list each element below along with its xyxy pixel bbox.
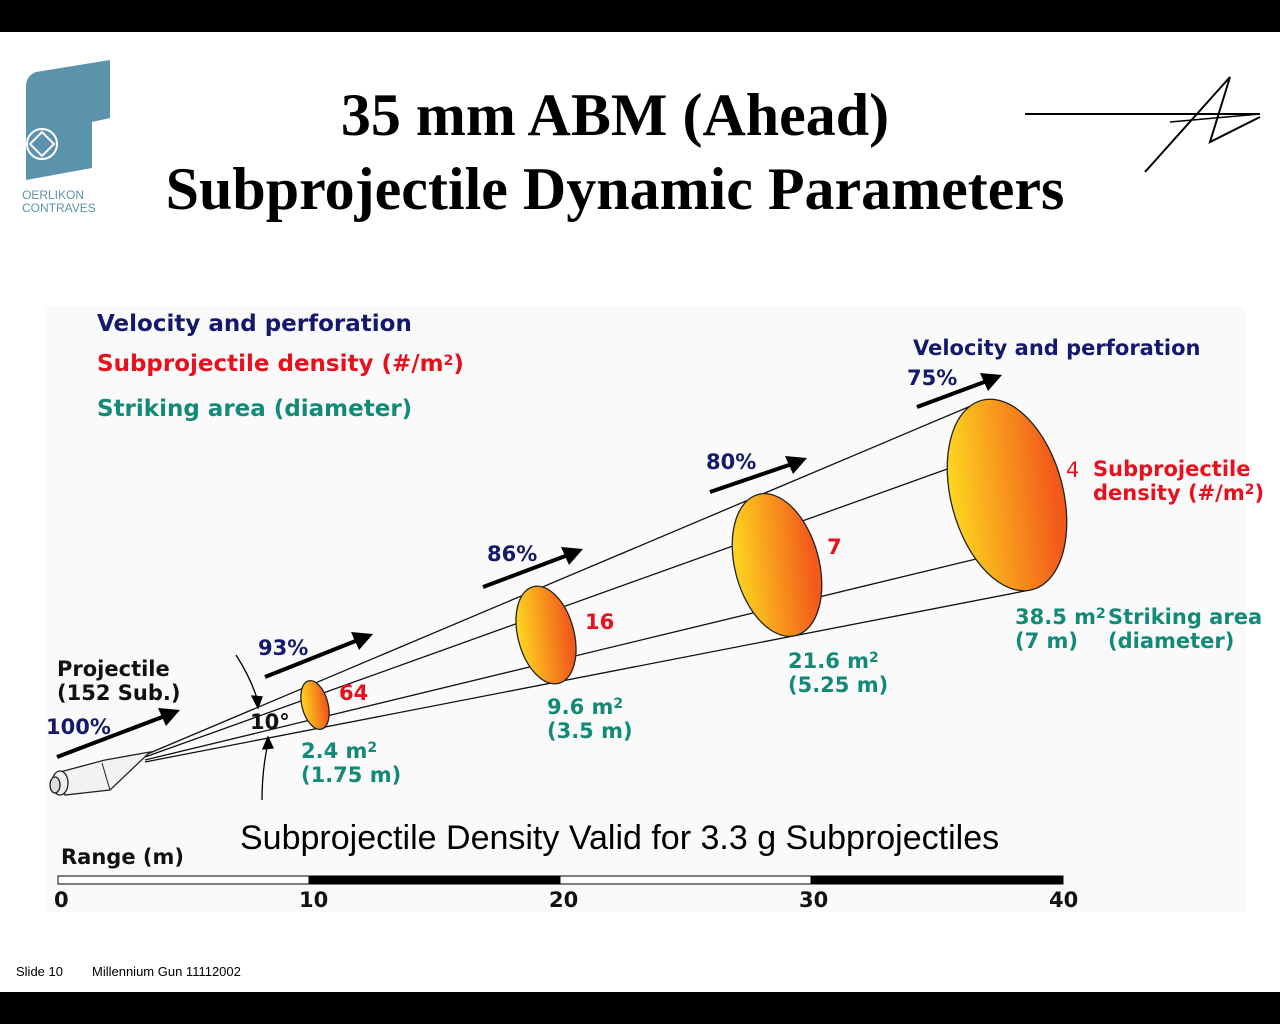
diameter-station-2: (3.5 m) xyxy=(547,719,633,743)
density-station-2: 16 xyxy=(585,610,615,634)
superscript: 2 xyxy=(1244,482,1255,498)
area-value: 38.5 m xyxy=(1015,605,1097,629)
velocity-station-2: 86% xyxy=(487,542,538,566)
velocity-station-1: 93% xyxy=(258,636,309,660)
area-value: 21.6 m xyxy=(788,649,870,673)
density-station-3: 7 xyxy=(827,535,842,559)
projectile-label: Projectile xyxy=(57,657,170,681)
legend-velocity: Velocity and perforation xyxy=(97,311,412,337)
diameter-station-4: (7 m) xyxy=(1015,629,1078,653)
range-label: Range (m) xyxy=(61,845,184,869)
area-value: 9.6 m xyxy=(547,695,614,719)
oerlikon-contraves-logo: OERLIKON CONTRAVES xyxy=(22,58,117,218)
area-station-4: 38.5 m2 xyxy=(1015,605,1106,629)
projectile-icon xyxy=(49,750,153,796)
superscript: 2 xyxy=(367,740,378,756)
range-tick-40: 40 xyxy=(1049,888,1079,912)
right-area-label: Striking area xyxy=(1108,605,1263,629)
projectile-sub-count: (152 Sub.) xyxy=(57,681,181,705)
diameter-station-1: (1.75 m) xyxy=(301,763,402,787)
density-station-1: 64 xyxy=(339,681,369,705)
top-black-bar xyxy=(0,0,1280,32)
range-tick-30: 30 xyxy=(799,888,829,912)
right-density-label-2: density (#/m2) xyxy=(1093,481,1264,505)
density-note: Subprojectile Density Valid for 3.3 g Su… xyxy=(240,819,1000,857)
signature-logo xyxy=(1025,76,1261,173)
bottom-black-bar xyxy=(0,992,1280,1024)
paren: ) xyxy=(1254,481,1265,505)
range-tick-10: 10 xyxy=(299,888,329,912)
angle-arrows xyxy=(235,654,274,801)
right-density-label: Subprojectile xyxy=(1093,457,1251,481)
paren: ) xyxy=(453,351,464,377)
right-velocity-label: Velocity and perforation xyxy=(913,336,1201,360)
area-value: 2.4 m xyxy=(301,739,368,763)
area-station-3: 21.6 m2 xyxy=(788,649,879,673)
superscript: 2 xyxy=(869,650,879,666)
legend-density-text: Subprojectile density (#/m xyxy=(97,351,444,377)
velocity-station-3: 80% xyxy=(706,450,757,474)
velocity-station-4: 75% xyxy=(907,366,958,390)
slide-number: Slide 10 xyxy=(16,964,63,979)
area-station-2: 9.6 m2 xyxy=(547,695,623,719)
area-station-1: 2.4 m2 xyxy=(301,739,377,763)
presentation-name: Millennium Gun 11112002 xyxy=(92,964,241,979)
range-tick-0: 0 xyxy=(54,888,69,912)
logo-text: CONTRAVES xyxy=(22,201,96,215)
striking-area-ellipse xyxy=(300,398,1068,731)
page-title-line2: Subprojectile Dynamic Parameters xyxy=(165,156,1065,222)
density-text: density (#/m xyxy=(1093,481,1245,505)
superscript: 2 xyxy=(443,353,454,369)
velocity-arrows xyxy=(56,373,1002,759)
cone-angle: 10° xyxy=(250,710,290,734)
right-area-label-2: (diameter) xyxy=(1108,629,1235,653)
legend-area: Striking area (diameter) xyxy=(97,396,413,422)
superscript: 2 xyxy=(613,696,624,712)
range-scale-bar xyxy=(57,875,1064,885)
velocity-initial: 100% xyxy=(46,715,111,739)
legend-density: Subprojectile density (#/m2) xyxy=(97,352,464,376)
logo-text: OERLIKON xyxy=(22,188,85,202)
diagram-panel xyxy=(45,306,1245,912)
superscript: 2 xyxy=(1096,606,1106,622)
page-title-line1: 35 mm ABM (Ahead) xyxy=(340,82,890,148)
range-tick-20: 20 xyxy=(549,888,579,912)
density-station-4: 4 xyxy=(1066,458,1080,482)
diameter-station-3: (5.25 m) xyxy=(788,673,889,697)
